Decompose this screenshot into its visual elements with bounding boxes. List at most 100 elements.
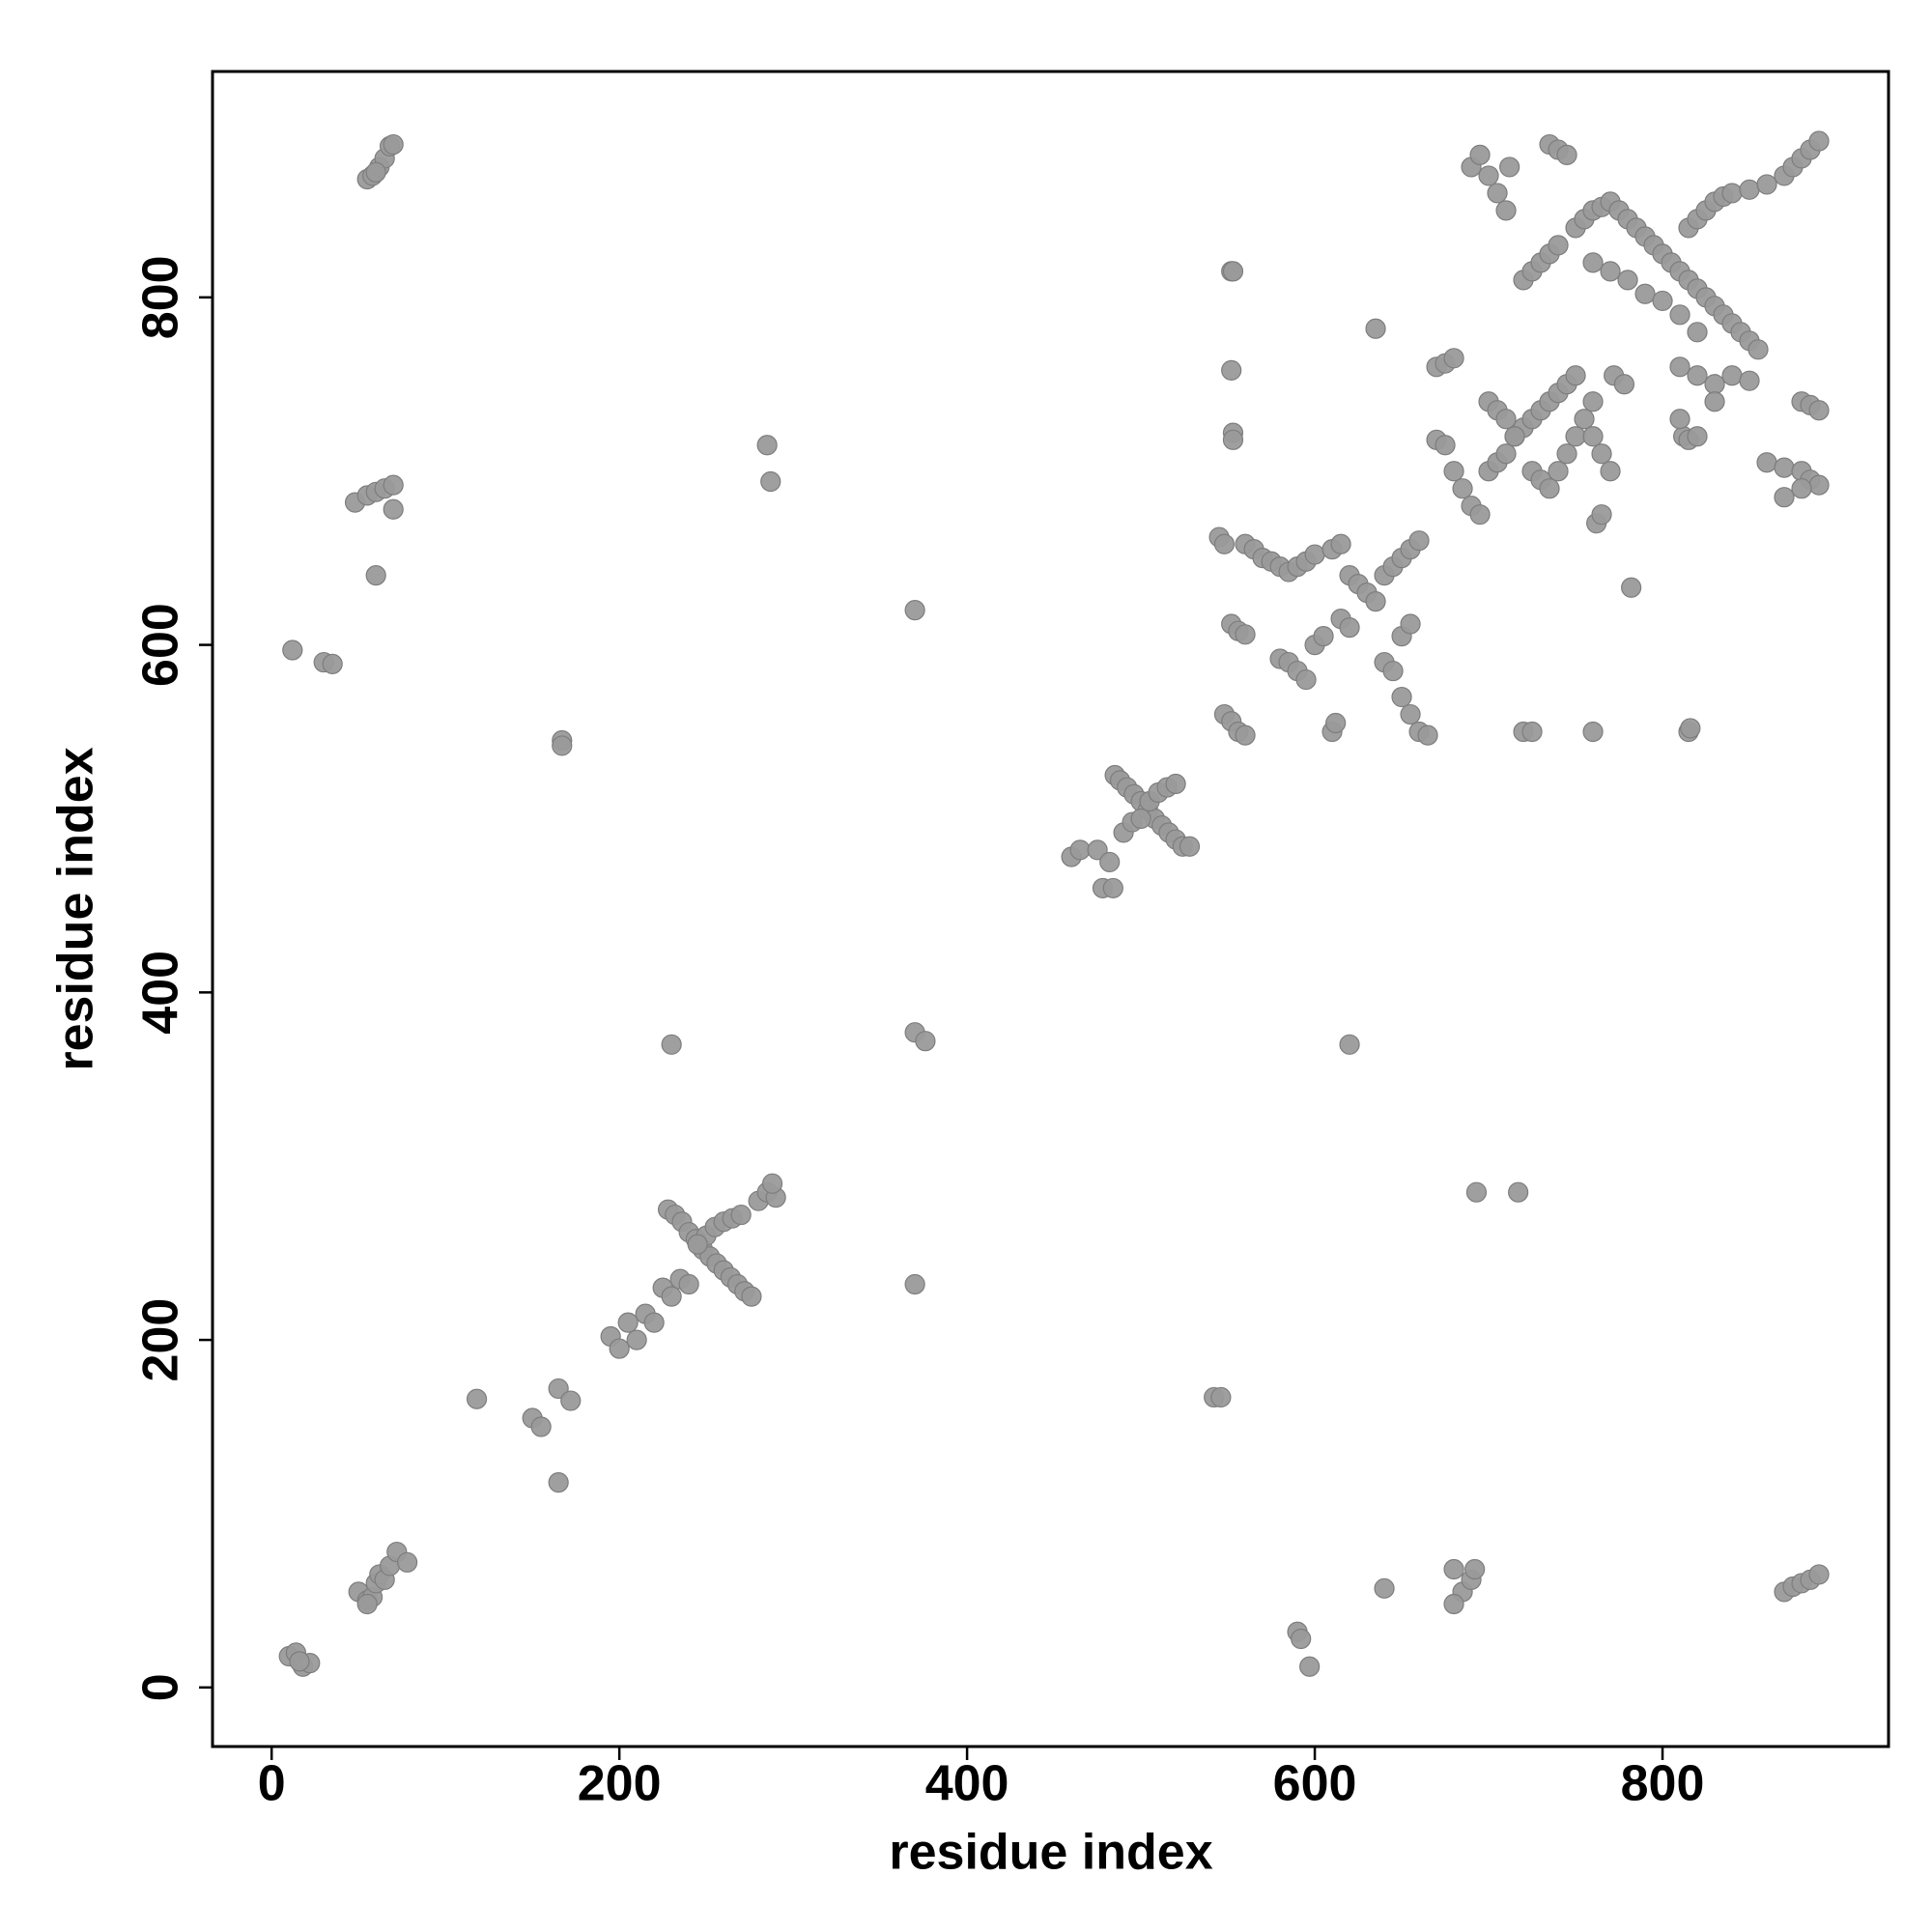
point [1210, 1386, 1232, 1408]
point [383, 133, 404, 156]
point [1443, 1593, 1464, 1615]
point [687, 1234, 708, 1255]
point [1443, 348, 1464, 369]
point [1808, 130, 1830, 152]
point [1222, 429, 1244, 450]
point [1495, 409, 1517, 430]
point [1721, 365, 1743, 386]
y-tick-label: 0 [133, 1673, 189, 1701]
point [1400, 613, 1421, 635]
point [1687, 365, 1708, 386]
point [1704, 374, 1725, 395]
x-tick-label: 0 [258, 1756, 286, 1812]
point [1539, 478, 1560, 499]
point [356, 1593, 378, 1615]
point [1808, 1564, 1830, 1585]
point [643, 1312, 665, 1333]
point [1304, 544, 1325, 565]
point [617, 1312, 639, 1333]
point [760, 470, 781, 493]
point [1339, 1034, 1360, 1055]
point [548, 1471, 569, 1493]
point [1339, 617, 1360, 639]
point [1443, 461, 1464, 482]
point [1464, 1558, 1486, 1580]
point [1099, 851, 1121, 873]
point [1556, 443, 1577, 465]
point [1582, 426, 1604, 447]
point [1374, 1577, 1395, 1599]
point [1739, 179, 1760, 200]
point [1582, 391, 1604, 412]
point [904, 600, 925, 621]
point [548, 1378, 569, 1400]
point [1521, 721, 1543, 743]
point [1600, 461, 1621, 482]
y-tick-label: 400 [133, 951, 189, 1035]
x-axis-title: residue index [889, 1825, 1212, 1881]
point [1408, 530, 1430, 552]
point [1756, 174, 1777, 195]
point [322, 653, 343, 674]
point [1391, 686, 1412, 708]
point [1756, 452, 1777, 473]
point [1291, 1628, 1312, 1650]
point [1582, 721, 1604, 743]
point [365, 161, 386, 183]
point [1495, 200, 1517, 221]
point [1313, 625, 1334, 647]
x-tick-label: 600 [1273, 1756, 1357, 1812]
point [1739, 370, 1760, 391]
point [1330, 533, 1351, 554]
point [730, 1204, 752, 1226]
point [1382, 660, 1404, 682]
point [1499, 156, 1520, 178]
point [626, 1329, 647, 1350]
x-tick-label: 800 [1621, 1756, 1705, 1812]
point [661, 1286, 682, 1307]
point [282, 639, 303, 661]
point [609, 1338, 630, 1359]
point [761, 1173, 783, 1194]
point [1548, 461, 1569, 482]
point [1452, 478, 1473, 499]
point [1621, 577, 1642, 598]
point [1487, 183, 1508, 204]
point [396, 1551, 418, 1573]
point [1417, 724, 1438, 746]
point [1235, 724, 1256, 746]
point [1617, 270, 1638, 291]
point [1400, 703, 1421, 725]
y-axis-title: residue index [48, 747, 104, 1070]
point [1087, 839, 1108, 861]
point [1704, 391, 1725, 412]
point [1591, 443, 1612, 465]
point [1504, 426, 1525, 447]
point [552, 735, 573, 756]
point [1613, 374, 1635, 395]
point [1548, 235, 1569, 256]
point [1556, 144, 1577, 165]
point [1295, 668, 1317, 691]
point [530, 1416, 552, 1437]
point [1435, 435, 1456, 456]
point [1299, 1656, 1321, 1677]
point [1565, 365, 1586, 386]
point [1465, 1181, 1488, 1203]
point [1508, 1181, 1529, 1203]
point [1774, 457, 1795, 478]
point [1687, 426, 1708, 447]
point [1165, 773, 1186, 795]
point [1443, 1558, 1464, 1580]
point [678, 1273, 699, 1295]
point [1221, 359, 1242, 381]
point [383, 474, 404, 496]
point [1365, 318, 1386, 339]
x-tick-label: 200 [578, 1756, 662, 1812]
point [1747, 339, 1769, 360]
point [1669, 304, 1690, 326]
point [1721, 183, 1743, 204]
point [289, 1651, 310, 1672]
y-tick-label: 600 [133, 603, 189, 687]
y-tick-label: 800 [133, 255, 189, 339]
